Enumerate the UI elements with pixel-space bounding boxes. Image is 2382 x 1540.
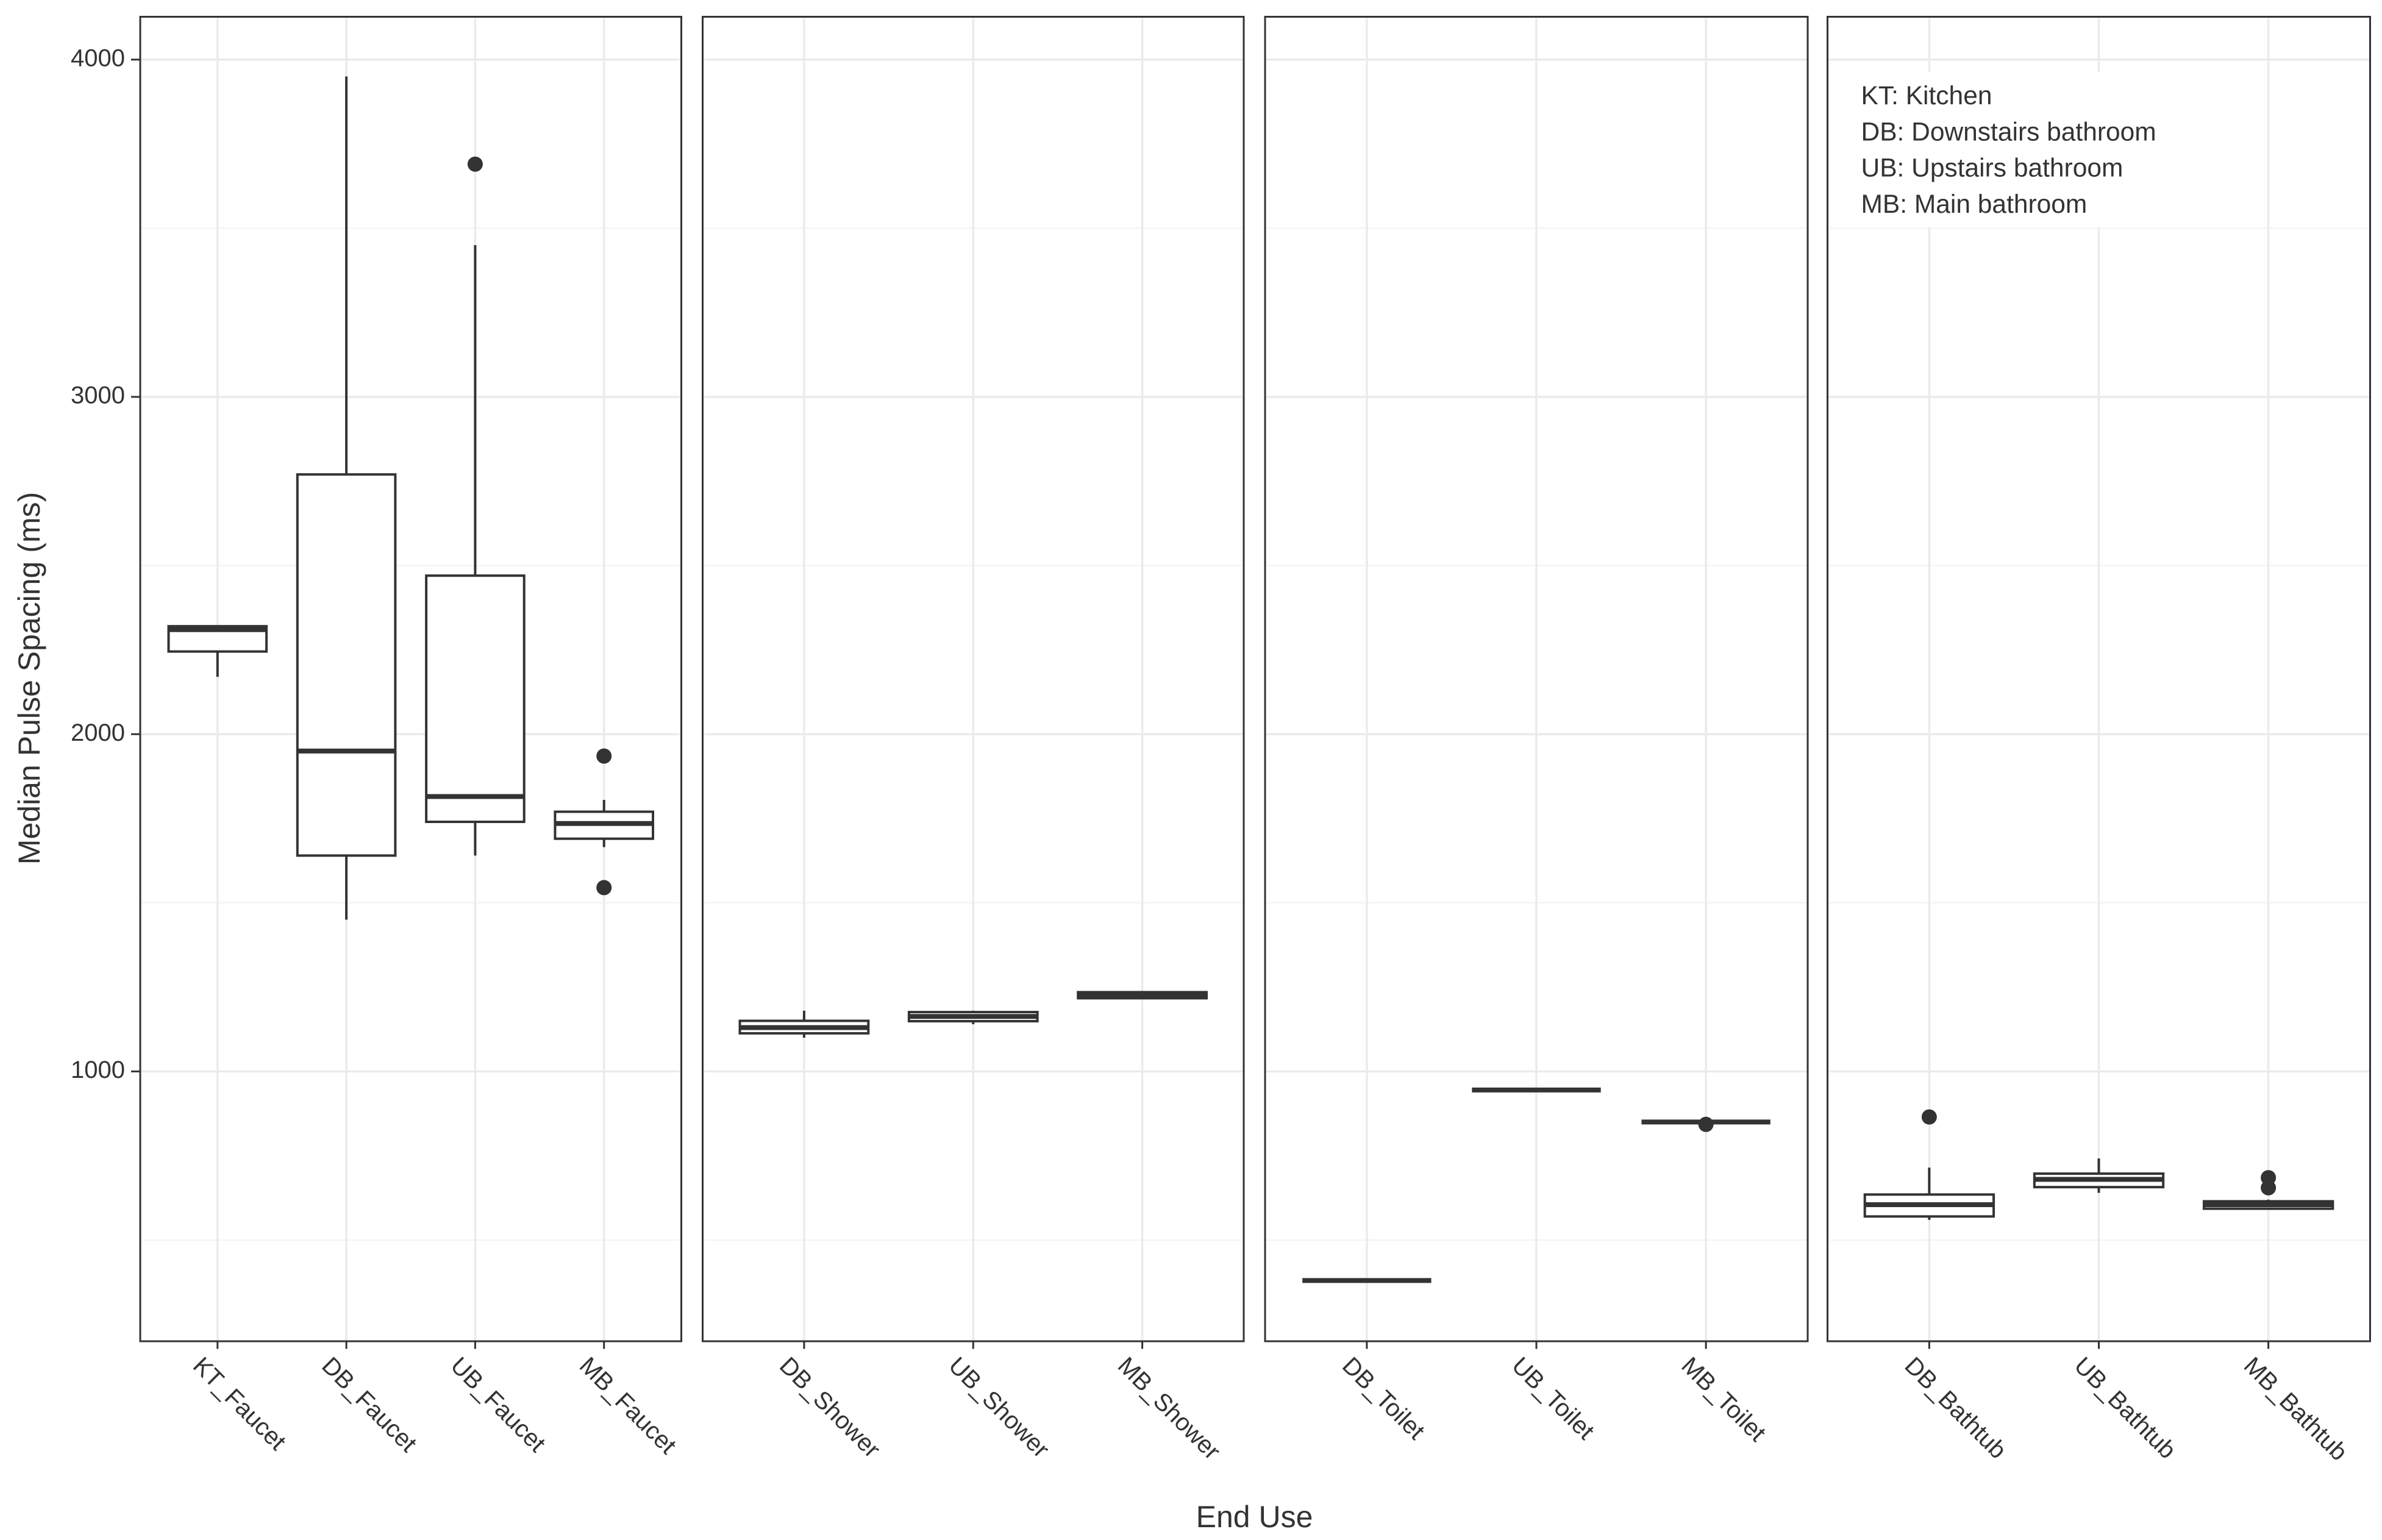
panel-border <box>1264 15 1809 1342</box>
panel-background <box>140 16 682 1341</box>
x-axis-title: End Use <box>1196 1500 1313 1534</box>
outlier <box>467 156 483 172</box>
annotation-text: MB: Main bathroom <box>1861 190 2088 219</box>
y-axis-title: Median Pulse Spacing (ms) <box>12 492 46 864</box>
y-tick-label: 3000 <box>71 382 125 409</box>
outlier <box>1921 1109 1937 1125</box>
panel-border <box>1826 15 2371 1342</box>
box <box>296 473 397 857</box>
box <box>425 574 526 824</box>
annotation-text: UB: Upstairs bathroom <box>1861 154 2123 183</box>
outlier <box>2261 1180 2277 1196</box>
outlier <box>1698 1116 1714 1132</box>
y-tick-label: 1000 <box>71 1057 125 1083</box>
outlier <box>596 748 612 764</box>
annotation-box <box>1847 71 2231 227</box>
y-tick-label: 4000 <box>71 45 125 71</box>
annotation-text: KT: Kitchen <box>1861 82 1992 110</box>
outlier <box>596 880 612 896</box>
y-tick-label: 2000 <box>71 719 125 746</box>
annotation-text: DB: Downstairs bathroom <box>1861 118 2156 146</box>
panel-border <box>701 15 1245 1342</box>
panel-border <box>139 15 682 1342</box>
